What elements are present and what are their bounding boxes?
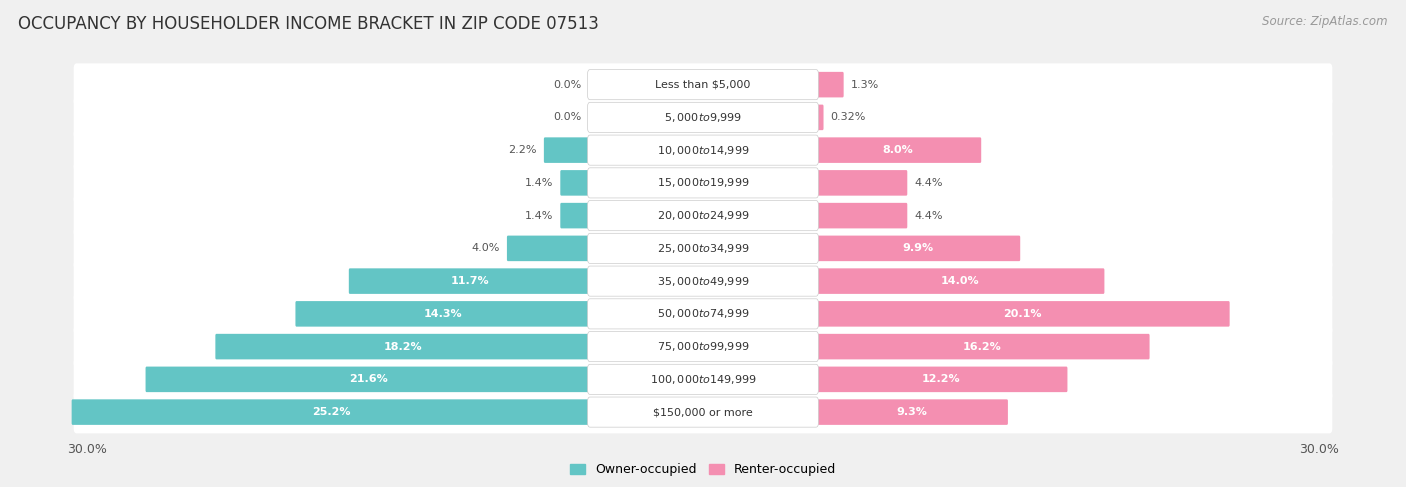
Text: $25,000 to $34,999: $25,000 to $34,999 bbox=[657, 242, 749, 255]
FancyBboxPatch shape bbox=[815, 203, 907, 228]
FancyBboxPatch shape bbox=[815, 334, 1150, 359]
Text: 4.0%: 4.0% bbox=[471, 244, 499, 253]
Text: OCCUPANCY BY HOUSEHOLDER INCOME BRACKET IN ZIP CODE 07513: OCCUPANCY BY HOUSEHOLDER INCOME BRACKET … bbox=[18, 15, 599, 33]
FancyBboxPatch shape bbox=[295, 301, 591, 327]
Text: 12.2%: 12.2% bbox=[922, 375, 960, 384]
FancyBboxPatch shape bbox=[73, 129, 1333, 171]
Text: Less than $5,000: Less than $5,000 bbox=[655, 80, 751, 90]
FancyBboxPatch shape bbox=[73, 194, 1333, 237]
Text: $75,000 to $99,999: $75,000 to $99,999 bbox=[657, 340, 749, 353]
FancyBboxPatch shape bbox=[588, 168, 818, 198]
FancyBboxPatch shape bbox=[73, 293, 1333, 335]
FancyBboxPatch shape bbox=[815, 72, 844, 97]
FancyBboxPatch shape bbox=[73, 96, 1333, 139]
FancyBboxPatch shape bbox=[588, 266, 818, 296]
Text: 11.7%: 11.7% bbox=[451, 276, 489, 286]
FancyBboxPatch shape bbox=[544, 137, 591, 163]
Text: 9.9%: 9.9% bbox=[903, 244, 934, 253]
Text: 16.2%: 16.2% bbox=[963, 341, 1001, 352]
Text: 0.0%: 0.0% bbox=[554, 112, 582, 122]
FancyBboxPatch shape bbox=[588, 332, 818, 362]
Text: $10,000 to $14,999: $10,000 to $14,999 bbox=[657, 144, 749, 157]
Text: 2.2%: 2.2% bbox=[508, 145, 537, 155]
FancyBboxPatch shape bbox=[588, 70, 818, 100]
Text: 0.0%: 0.0% bbox=[554, 80, 582, 90]
Text: 20.1%: 20.1% bbox=[1002, 309, 1042, 319]
Text: $50,000 to $74,999: $50,000 to $74,999 bbox=[657, 307, 749, 320]
FancyBboxPatch shape bbox=[588, 135, 818, 165]
Text: $15,000 to $19,999: $15,000 to $19,999 bbox=[657, 176, 749, 189]
FancyBboxPatch shape bbox=[815, 105, 824, 130]
Text: Source: ZipAtlas.com: Source: ZipAtlas.com bbox=[1263, 15, 1388, 28]
FancyBboxPatch shape bbox=[508, 236, 591, 261]
FancyBboxPatch shape bbox=[72, 399, 591, 425]
Text: 1.3%: 1.3% bbox=[851, 80, 879, 90]
FancyBboxPatch shape bbox=[561, 170, 591, 196]
FancyBboxPatch shape bbox=[588, 299, 818, 329]
FancyBboxPatch shape bbox=[815, 137, 981, 163]
Legend: Owner-occupied, Renter-occupied: Owner-occupied, Renter-occupied bbox=[565, 458, 841, 482]
FancyBboxPatch shape bbox=[73, 325, 1333, 368]
FancyBboxPatch shape bbox=[73, 227, 1333, 270]
FancyBboxPatch shape bbox=[588, 233, 818, 263]
Text: 0.32%: 0.32% bbox=[831, 112, 866, 122]
FancyBboxPatch shape bbox=[588, 201, 818, 231]
FancyBboxPatch shape bbox=[73, 260, 1333, 302]
Text: 9.3%: 9.3% bbox=[896, 407, 927, 417]
FancyBboxPatch shape bbox=[73, 358, 1333, 401]
Text: 18.2%: 18.2% bbox=[384, 341, 423, 352]
FancyBboxPatch shape bbox=[588, 397, 818, 427]
Text: $35,000 to $49,999: $35,000 to $49,999 bbox=[657, 275, 749, 288]
FancyBboxPatch shape bbox=[73, 63, 1333, 106]
FancyBboxPatch shape bbox=[588, 364, 818, 394]
FancyBboxPatch shape bbox=[815, 268, 1104, 294]
FancyBboxPatch shape bbox=[73, 391, 1333, 433]
Text: 21.6%: 21.6% bbox=[349, 375, 388, 384]
Text: 4.4%: 4.4% bbox=[914, 210, 943, 221]
Text: 25.2%: 25.2% bbox=[312, 407, 350, 417]
FancyBboxPatch shape bbox=[815, 301, 1230, 327]
FancyBboxPatch shape bbox=[588, 102, 818, 132]
FancyBboxPatch shape bbox=[815, 399, 1008, 425]
FancyBboxPatch shape bbox=[815, 236, 1021, 261]
Text: 14.0%: 14.0% bbox=[941, 276, 979, 286]
Text: 1.4%: 1.4% bbox=[524, 178, 553, 188]
Text: $100,000 to $149,999: $100,000 to $149,999 bbox=[650, 373, 756, 386]
FancyBboxPatch shape bbox=[215, 334, 591, 359]
Text: 8.0%: 8.0% bbox=[883, 145, 914, 155]
FancyBboxPatch shape bbox=[146, 367, 591, 392]
Text: 4.4%: 4.4% bbox=[914, 178, 943, 188]
FancyBboxPatch shape bbox=[815, 367, 1067, 392]
FancyBboxPatch shape bbox=[561, 203, 591, 228]
FancyBboxPatch shape bbox=[73, 162, 1333, 204]
Text: 1.4%: 1.4% bbox=[524, 210, 553, 221]
FancyBboxPatch shape bbox=[349, 268, 591, 294]
Text: $20,000 to $24,999: $20,000 to $24,999 bbox=[657, 209, 749, 222]
Text: 14.3%: 14.3% bbox=[425, 309, 463, 319]
Text: $150,000 or more: $150,000 or more bbox=[654, 407, 752, 417]
FancyBboxPatch shape bbox=[815, 170, 907, 196]
Text: $5,000 to $9,999: $5,000 to $9,999 bbox=[664, 111, 742, 124]
